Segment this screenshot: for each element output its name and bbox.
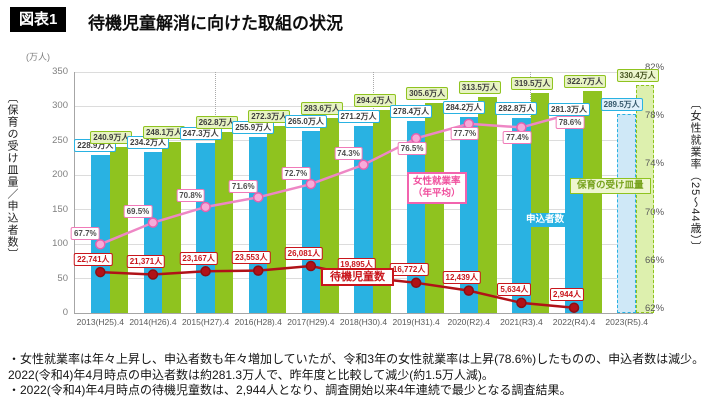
- figure-title: 待機児童解消に向けた取組の状況: [88, 14, 343, 33]
- x-axis-line: [74, 313, 653, 314]
- bar-label-applicants: 271.2万人: [337, 110, 380, 124]
- employment-rate-label: 74.3%: [334, 147, 363, 161]
- bar-label-capacity: 313.5万人: [458, 81, 501, 95]
- bar-label-capacity: 283.6万人: [300, 101, 343, 115]
- employment-rate-label: 67.7%: [70, 226, 100, 240]
- bar-label-capacity: 322.7万人: [564, 74, 607, 88]
- x-tick: 2017(H29).4: [287, 317, 335, 327]
- waiting-children-label: 5,634人: [497, 283, 532, 297]
- bar-capacity: [478, 97, 497, 313]
- bar-label-capacity: 294.4万人: [353, 94, 396, 108]
- bar-capacity: [109, 147, 129, 313]
- x-tick: 2021(R3).4: [500, 317, 543, 327]
- y-tick: 0: [62, 307, 68, 318]
- employment-rate-label: 71.6%: [228, 179, 258, 193]
- bar-applicants: [248, 136, 268, 313]
- waiting-children-label: 23,553人: [231, 251, 271, 265]
- x-tick: 2014(H26).4: [129, 317, 177, 327]
- waiting-children-label: 16,772人: [389, 263, 429, 277]
- y-tick: 300: [52, 100, 68, 112]
- bar-label-capacity: 305.6万人: [406, 86, 449, 100]
- figure-badge: 図表1: [10, 7, 67, 32]
- bar-applicants: [196, 142, 215, 313]
- left-axis-unit: (万人): [26, 52, 50, 62]
- callout-waiting-children: 待機児童数: [321, 268, 394, 286]
- bar-applicants: [143, 151, 163, 313]
- x-tick: 2018(H30).4: [339, 317, 388, 327]
- x-tick: 2023(R5).4: [605, 317, 648, 327]
- bar-label-applicants: 289.5万人: [600, 97, 643, 111]
- bar-label-applicants: 281.3万人: [548, 103, 591, 117]
- employment-rate-label: 77.7%: [450, 127, 480, 141]
- employment-rate-label: 70.8%: [176, 189, 205, 203]
- bar-label-applicants: 265.0万人: [284, 114, 327, 128]
- bar-label-capacity: 330.4万人: [616, 69, 659, 83]
- bar-label-applicants: 284.2万人: [442, 101, 485, 115]
- note-line: ・女性就業率は年々上昇し、申込者数も年々増加していたが、令和3年の女性就業率は上…: [8, 352, 705, 382]
- bar-capacity: [635, 85, 655, 313]
- waiting-children-label: 23,167人: [179, 251, 218, 265]
- right-y-tick: 62%: [645, 303, 665, 314]
- x-tick: 2019(H31).4: [392, 317, 440, 327]
- x-tick: 2015(H27).4: [181, 317, 230, 327]
- x-tick: 2020(R2).4: [447, 317, 491, 327]
- bar-capacity: [530, 93, 550, 313]
- y-tick: 50: [57, 272, 68, 284]
- waiting-children-label: 2,944人: [550, 288, 585, 302]
- bar-label-applicants: 278.4万人: [390, 105, 433, 119]
- bar-capacity: [162, 142, 181, 313]
- waiting-children-label: 22,741人: [74, 252, 113, 266]
- employment-rate-label: 77.4%: [503, 130, 532, 144]
- bar-label-applicants: 255.9万人: [232, 120, 275, 134]
- gridline: [74, 71, 653, 73]
- waiting-children-label: 26,081人: [284, 246, 324, 260]
- right-y-tick: 70%: [645, 206, 665, 218]
- employment-rate-label: 72.7%: [281, 166, 311, 180]
- bar-capacity: [214, 132, 234, 313]
- right-y-tick: 74%: [645, 158, 665, 170]
- callout-capacity: 保育の受け皿量: [570, 178, 651, 194]
- bar-capacity: [267, 125, 286, 313]
- y-axis-line: [74, 72, 75, 313]
- note-line: ・2022(令和4)年4月時点の待機児童数は、2,944人となり、調査開始以来4…: [8, 383, 572, 397]
- y-tick: 250: [52, 134, 68, 146]
- employment-rate-label: 78.6%: [555, 116, 585, 130]
- waiting-children-label: 12,439人: [442, 271, 481, 285]
- bar-capacity: [425, 102, 444, 313]
- bar-label-capacity: 248.1万人: [142, 126, 185, 140]
- employment-rate-label: 69.5%: [123, 205, 153, 219]
- waiting-children-label: 21,371人: [126, 255, 166, 269]
- bar-label-applicants: 282.8万人: [495, 102, 538, 116]
- y-tick: 350: [52, 66, 68, 77]
- y-tick: 100: [52, 238, 68, 250]
- x-tick: 2013(H25).4: [76, 317, 124, 327]
- y-tick: 150: [52, 203, 68, 215]
- x-tick: 2016(H28).4: [234, 317, 282, 327]
- left-axis-title: 〔保育の受け皿量／申込者数〕: [6, 92, 18, 260]
- bar-capacity: [583, 90, 602, 313]
- right-y-tick: 82%: [645, 62, 665, 73]
- right-axis-title: 〔女性就業率（25～44歳）〕: [689, 98, 701, 253]
- bar-applicants: [301, 130, 321, 313]
- bar-applicants: [617, 113, 636, 313]
- right-y-tick: 66%: [645, 254, 665, 266]
- callout-applicants: 申込者数: [521, 213, 570, 227]
- callout-employment-rate: 女性就業率 （年平均）: [407, 172, 467, 204]
- notes: ・女性就業率は年々上昇し、申込者数も年々増加していたが、令和3年の女性就業率は上…: [8, 352, 706, 399]
- bar-label-capacity: 319.5万人: [511, 77, 554, 90]
- y-tick: 200: [52, 169, 68, 181]
- bar-label-capacity: 272.3万人: [248, 109, 291, 123]
- x-tick: 2022(R4).4: [552, 317, 596, 327]
- right-y-tick: 78%: [645, 110, 665, 122]
- employment-rate-label: 76.5%: [397, 141, 427, 155]
